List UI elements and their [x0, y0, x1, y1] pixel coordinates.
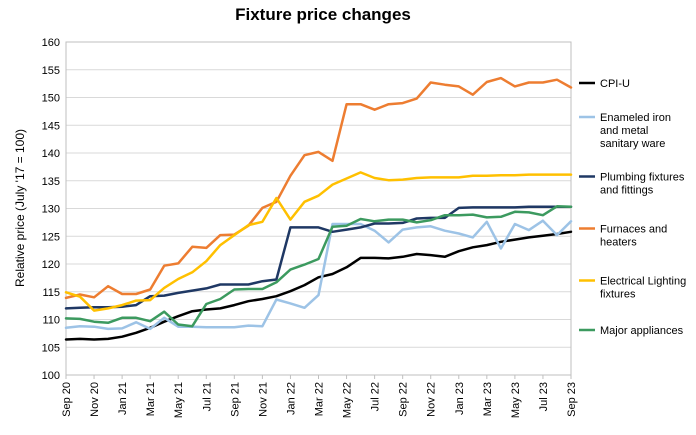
- x-tick-label: Nov 20: [89, 382, 101, 417]
- x-tick-label: Sep 23: [566, 382, 578, 417]
- legend-label: heaters: [600, 237, 637, 249]
- y-axis-ticks: 100 105 110 115 120 125 130 135 140 145 150 155 160: [42, 37, 60, 382]
- y-tick-label: 160: [42, 37, 60, 49]
- legend-label: Plumbing fixtures: [600, 172, 685, 184]
- chart-title: Fixture price changes: [235, 5, 411, 24]
- y-tick-label: 135: [42, 176, 60, 188]
- y-tick-label: 120: [42, 259, 60, 271]
- legend-label: and fittings: [600, 185, 654, 197]
- series-line-furnaces-and-heaters: [64, 76, 573, 300]
- legend-label: Major appliances: [600, 325, 684, 337]
- series-line-major-appliances: [64, 205, 573, 328]
- y-tick-label: 145: [42, 120, 60, 132]
- legend-label: Electrical Lighting: [600, 276, 686, 288]
- y-tick-label: 110: [42, 315, 60, 327]
- y-tick-label: 150: [42, 93, 60, 105]
- y-tick-label: 115: [42, 287, 60, 299]
- x-tick-label: Mar 23: [482, 382, 494, 416]
- legend-label: fixtures: [600, 289, 636, 301]
- x-tick-label: Jul 21: [201, 382, 213, 411]
- legend-label: Enameled iron: [600, 112, 671, 124]
- x-tick-label: Jan 21: [117, 382, 129, 415]
- legend-label: and metal: [600, 125, 648, 137]
- x-tick-label: Jul 23: [538, 382, 550, 411]
- y-tick-label: 100: [42, 370, 60, 382]
- series-line-electrical-lighting-fixtures: [64, 171, 573, 312]
- series-line-plumbing-fixtures-and-fittings: [64, 205, 573, 310]
- x-tick-label: Jul 22: [370, 382, 382, 411]
- series-line-cpi-u: [64, 230, 573, 341]
- x-tick-label: Jan 22: [285, 382, 297, 415]
- x-tick-label: May 22: [342, 382, 354, 418]
- x-tick-label: Sep 21: [229, 382, 241, 417]
- x-tick-label: Jan 23: [454, 382, 466, 415]
- legend-label: sanitary ware: [600, 138, 665, 150]
- legend-label: CPI-U: [600, 78, 630, 90]
- x-tick-label: Mar 22: [314, 382, 326, 416]
- y-tick-label: 130: [42, 204, 60, 216]
- y-axis-label: Relative price (July '17 = 100): [13, 129, 27, 287]
- series-lines: [64, 76, 573, 341]
- x-tick-label: Sep 22: [398, 382, 410, 417]
- x-tick-label: Nov 22: [426, 382, 438, 417]
- y-tick-label: 105: [42, 342, 60, 354]
- x-tick-label: Nov 21: [257, 382, 269, 417]
- x-axis-ticks: Sep 20 Nov 20 Jan 21 Mar 21 May 21 Jul 21 Sep …: [61, 375, 578, 418]
- y-tick-label: 155: [42, 65, 60, 77]
- x-tick-label: Mar 21: [145, 382, 157, 416]
- series-line-enameled-iron-and-metal-sanitary-ware: [64, 219, 573, 331]
- y-tick-label: 125: [42, 231, 60, 243]
- x-tick-label: May 21: [173, 382, 185, 418]
- y-tick-label: 140: [42, 148, 60, 160]
- legend-label: Furnaces and: [600, 224, 667, 236]
- x-tick-label: May 23: [510, 382, 522, 418]
- x-tick-label: Sep 20: [61, 382, 73, 417]
